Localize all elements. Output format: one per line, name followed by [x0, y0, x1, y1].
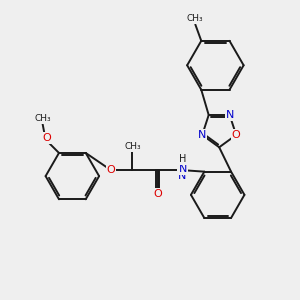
Text: O: O: [106, 165, 116, 175]
Text: H
N: H N: [178, 159, 187, 181]
Text: CH₃: CH₃: [186, 14, 203, 23]
Text: O: O: [232, 130, 241, 140]
Text: CH₃: CH₃: [124, 142, 141, 151]
Text: CH₃: CH₃: [34, 114, 51, 123]
Text: N: N: [179, 164, 187, 174]
Text: H: H: [179, 154, 187, 164]
Text: O: O: [153, 189, 162, 199]
Text: N: N: [198, 130, 206, 140]
Text: O: O: [43, 133, 52, 143]
Text: N: N: [226, 110, 234, 120]
